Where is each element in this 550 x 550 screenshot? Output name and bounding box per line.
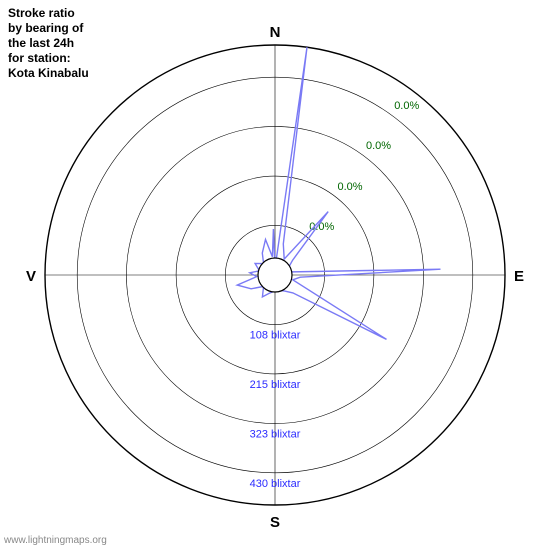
center-hole (258, 258, 292, 292)
west-label: V (26, 268, 36, 285)
credit-text: www.lightningmaps.org (4, 535, 107, 546)
east-label: E (514, 268, 524, 285)
south-label: S (270, 514, 280, 531)
ring-label-blue: 323 blixtar (250, 429, 301, 441)
ring-label-green: 0.0% (394, 100, 419, 112)
polar-chart: N S E V 108 blixtar 0.0% 215 blixtar 0.0% 323 bl… (0, 0, 550, 550)
ring-label-green: 0.0% (366, 140, 391, 152)
ring-label-blue: 108 blixtar (250, 330, 301, 342)
ring-label-blue: 430 blixtar (250, 478, 301, 490)
north-label: N (270, 24, 281, 41)
ring-label-green: 0.0% (337, 181, 362, 193)
ring-label-blue: 215 blixtar (250, 379, 301, 391)
rose-polygon (237, 47, 440, 339)
